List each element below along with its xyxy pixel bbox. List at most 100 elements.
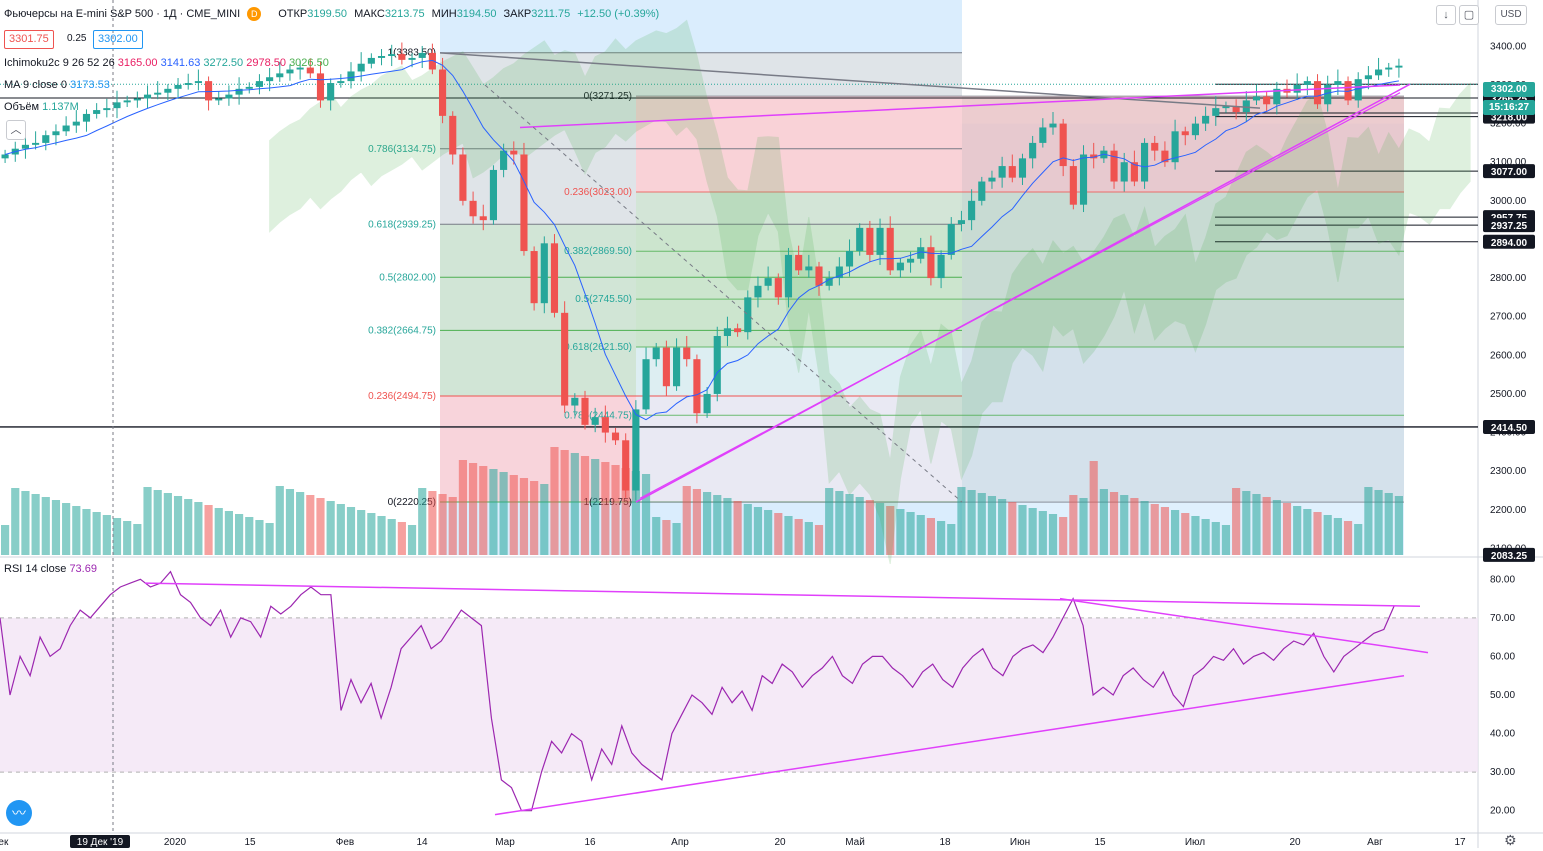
volume-bar (1018, 505, 1027, 555)
volume-bar (72, 506, 81, 555)
candle-body (693, 359, 701, 414)
candle-body (683, 347, 691, 360)
candle-body (988, 177, 996, 182)
candle-body (143, 94, 152, 99)
candle-body (1130, 162, 1138, 182)
candle-body (306, 67, 314, 74)
currency-button[interactable]: USD (1495, 5, 1527, 25)
volume-bar (611, 465, 620, 555)
candle-body (703, 393, 711, 414)
fib-right-label: 0.236(3023.00) (564, 187, 632, 198)
candle-body (72, 121, 80, 126)
volume-bar (62, 503, 71, 555)
ichimoku-value-2: 3141.63 (160, 57, 201, 69)
candle-body (886, 227, 894, 271)
volume-bar (1323, 515, 1332, 555)
open-label: ОТКР (278, 8, 308, 20)
rsi-tick-label: 40.00 (1490, 729, 1515, 740)
candle-body (377, 56, 386, 58)
level-badge-label: 3077.00 (1491, 167, 1528, 178)
fib-left-label: 1(3383.50) (388, 48, 436, 59)
bid-price-button[interactable]: 3301.75 (4, 30, 54, 49)
volume-bar (967, 490, 976, 555)
volume-bar (1089, 461, 1098, 555)
candle-body (235, 88, 243, 95)
volume-bar (275, 486, 284, 555)
volume-bar (102, 515, 111, 555)
ask-price-button[interactable]: 3302.00 (93, 30, 143, 49)
volume-bar (1394, 496, 1403, 555)
candle-body (113, 102, 121, 109)
gear-icon[interactable]: ⚙ (1504, 832, 1517, 848)
candle-body (1069, 166, 1077, 205)
ma-legend[interactable]: MA 9 close 0 3173.53 (4, 79, 110, 91)
volume-bar (1, 525, 10, 555)
volume-bar (51, 500, 61, 555)
volume-bar (1028, 508, 1037, 555)
volume-bar (1384, 493, 1393, 555)
time-tick-label: 18 (939, 837, 951, 848)
candle-body (927, 247, 935, 279)
candle-body (1151, 142, 1159, 151)
candle-body (205, 81, 213, 101)
arrow-down-icon[interactable]: ↓ (1436, 5, 1456, 25)
candle-body (978, 181, 986, 201)
volume-bar (1160, 507, 1169, 555)
volume-bar (489, 469, 498, 555)
price-tick-label: 2200.00 (1490, 505, 1527, 516)
volume-bar (723, 498, 732, 555)
time-tick-label: 17 (1454, 837, 1466, 848)
tradingview-logo-icon[interactable]: 〰 (6, 800, 32, 826)
collapse-legend-button[interactable]: ︿ (6, 120, 26, 140)
candle-body (439, 69, 447, 116)
volume-bar (1109, 492, 1119, 555)
volume-bar (173, 496, 183, 555)
candle-body (1395, 65, 1403, 68)
volume-bar (743, 504, 752, 555)
fullscreen-icon[interactable]: ▢ (1459, 5, 1479, 25)
candle-body (286, 69, 294, 74)
time-tick-label: Мар (495, 837, 515, 848)
fib-ext-blue (636, 347, 1404, 503)
volume-bar (1374, 490, 1383, 555)
candle-body (1141, 142, 1149, 182)
volume-bar (977, 493, 986, 555)
trendline-pink-upper (519, 84, 1401, 129)
candle-body (937, 254, 945, 279)
candle-body (998, 166, 1006, 178)
volume-legend[interactable]: Объём 1.137M (4, 101, 79, 113)
time-tick-label: 2020 (164, 837, 187, 848)
candle-body (62, 125, 70, 132)
volume-bar (1252, 494, 1261, 555)
volume-bar (906, 512, 915, 555)
price-tick-label: 2700.00 (1490, 312, 1527, 323)
rsi-tick-label: 20.00 (1490, 806, 1515, 817)
candle-body (591, 417, 599, 425)
time-tick-label: 20 (774, 837, 786, 848)
volume-bar (336, 504, 345, 555)
candle-body (93, 110, 101, 114)
candle-body (1059, 123, 1067, 167)
fib-left-label: 0(2220.25) (388, 497, 436, 508)
candle-body (1242, 100, 1250, 113)
candle-body (367, 57, 375, 64)
candle-body (652, 347, 660, 360)
spread-value: 0.25 (67, 33, 87, 44)
candle-body (835, 266, 843, 279)
volume-value: 1.137M (42, 101, 79, 113)
volume-bar (458, 460, 467, 555)
ichimoku-legend[interactable]: Ichimoku2c 9 26 52 26 3165.00 3141.63 32… (4, 57, 329, 69)
volume-bar (987, 496, 997, 555)
ichimoku-value-4: 2978.50 (246, 57, 286, 69)
fib-right-label: 0.5(2745.50) (575, 294, 632, 305)
volume-bar (682, 486, 691, 555)
candle-body (1252, 96, 1261, 101)
time-tick-label: Июл (1185, 837, 1205, 848)
time-tick-label: 16 (584, 837, 596, 848)
level-badge (1483, 547, 1535, 562)
volume-bar (306, 495, 315, 555)
fib-right-label: 0.618(2621.50) (564, 342, 632, 353)
rsi-legend[interactable]: RSI 14 close 73.69 (4, 563, 97, 575)
